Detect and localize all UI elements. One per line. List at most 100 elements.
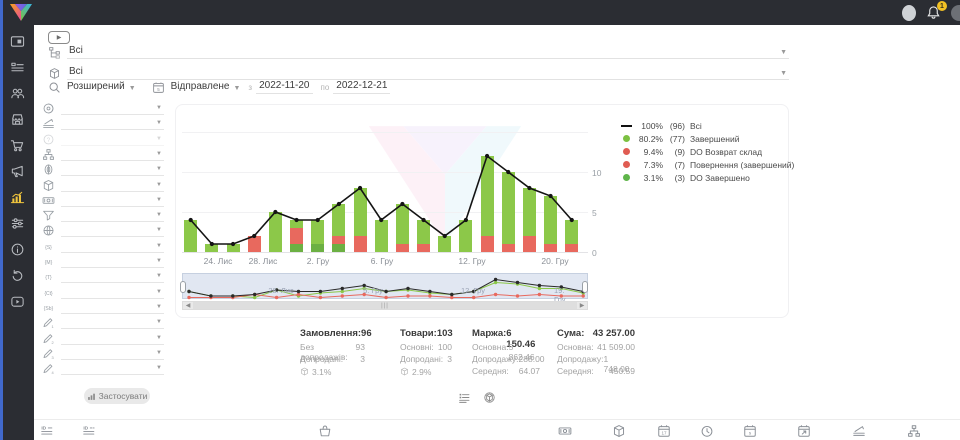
filter-row-question: ? ▼ xyxy=(42,132,164,147)
legend-count: (3) xyxy=(674,172,685,183)
stat-sub-label: Основна: xyxy=(557,342,594,352)
filter-dropdown[interactable]: ▼ xyxy=(61,163,164,177)
navigator-tick: 5. Гру xyxy=(363,286,383,295)
filter-dropdown[interactable]: ▼ xyxy=(61,224,164,238)
filter-row-M: {M} ▼ xyxy=(42,254,164,269)
sidebar-item-sliders[interactable] xyxy=(0,213,34,239)
sidebar-item-store[interactable] xyxy=(0,109,34,135)
calendar-icon: 5 xyxy=(152,81,165,94)
filter-dropdown[interactable]: ▼ xyxy=(61,286,164,299)
navigator-handle-right[interactable] xyxy=(582,281,588,293)
filter-dropdown[interactable]: ▼ xyxy=(61,301,164,314)
sidebar-item-dashboard[interactable] xyxy=(0,31,34,57)
sidebar-item-info[interactable] xyxy=(0,239,34,265)
sidebar-item-megaphone[interactable] xyxy=(0,161,34,187)
tag-icon: {M} xyxy=(42,255,55,268)
toolbar-calendar-day-button[interactable]: s xyxy=(743,424,757,438)
filter-dropdown[interactable]: ▼ xyxy=(61,270,164,284)
legend-label: Завершений xyxy=(690,133,740,144)
scroll-left-arrow[interactable]: ◀ xyxy=(185,303,191,309)
app-logo-icon[interactable] xyxy=(8,2,34,23)
pencil-icon: 4 xyxy=(42,362,55,375)
legend-percent: 9.4% xyxy=(643,146,663,157)
search-mode-dropdown[interactable]: Розширений ▼ xyxy=(67,81,136,94)
toolbar-hierarchy-button[interactable] xyxy=(907,424,921,438)
toolbar-banknote-button[interactable] xyxy=(558,424,572,438)
filter-dropdown[interactable]: ▼ xyxy=(61,240,164,253)
sidebar-item-analytics[interactable] xyxy=(0,187,34,213)
view-toggle-list-report[interactable] xyxy=(458,391,471,404)
filter-dropdown[interactable]: ▼ xyxy=(61,332,164,345)
toolbar-package-button[interactable] xyxy=(612,424,626,438)
chevron-down-icon: ▼ xyxy=(156,349,162,356)
toolbar-calendar-17-button[interactable]: 17 xyxy=(657,424,671,438)
date-type-dropdown[interactable]: Відправлене ▼ xyxy=(171,81,241,94)
filter-dropdown[interactable]: ▼ xyxy=(61,179,164,192)
date-from-input[interactable]: 2022-11-20 xyxy=(256,80,313,94)
toolbar-clock-button[interactable] xyxy=(700,424,714,438)
search-icon[interactable] xyxy=(48,81,61,94)
filter-dropdown[interactable]: ▼ xyxy=(61,209,164,223)
help-video-button[interactable]: ▶ xyxy=(48,31,70,44)
toolbar-basket-button[interactable] xyxy=(318,424,332,438)
user-avatar[interactable] xyxy=(902,4,916,21)
chart-horizontal-scrollbar[interactable]: ◀ ||| ▶ xyxy=(182,301,588,310)
notifications-bell-icon[interactable]: 1 xyxy=(926,1,947,20)
stat-sub-row: Середня: 64.07 xyxy=(472,366,540,378)
scrollbar-thumb[interactable]: ||| xyxy=(193,302,577,309)
stacked-bar xyxy=(565,220,579,252)
stat-upsell-percent: 3.1% xyxy=(300,366,365,378)
sidebar-item-returns[interactable] xyxy=(0,265,34,291)
filter-dropdown[interactable]: ▼ xyxy=(61,148,164,161)
chevron-down-icon: ▼ xyxy=(156,227,162,234)
status-filter-dropdown[interactable]: Всі ▼ xyxy=(67,45,789,59)
chevron-down-icon: ▼ xyxy=(128,85,136,92)
filter-dropdown[interactable]: ▼ xyxy=(61,117,164,131)
legend-item[interactable]: 80.2% (77) Завершений xyxy=(620,132,794,145)
toolbar-level-button[interactable] xyxy=(852,424,866,438)
profile-menu-button[interactable] xyxy=(951,4,960,21)
legend-label: DO Возврат склад xyxy=(690,146,763,157)
product-filter-value: Всі xyxy=(69,66,83,77)
chevron-down-icon: ▼ xyxy=(780,70,787,77)
legend-item[interactable]: 100% (96) Всі xyxy=(620,119,794,132)
legend-percent: 80.2% xyxy=(638,133,663,144)
stat-sub-value: 3 xyxy=(447,354,452,364)
filter-dropdown[interactable]: ▼ xyxy=(61,316,164,330)
legend-item[interactable]: 7.3% (7) Повернення (завершений) xyxy=(620,158,794,171)
legend-swatch xyxy=(620,174,632,181)
status-flow-icon xyxy=(48,46,61,59)
sidebar-item-cart[interactable] xyxy=(0,135,34,161)
filter-dropdown[interactable]: ▼ xyxy=(61,194,164,207)
chevron-down-icon: ▼ xyxy=(156,288,162,295)
toolbar-id-columns-button[interactable]: ID xyxy=(82,424,96,438)
view-toggles xyxy=(458,391,496,404)
date-type-value: Відправлене xyxy=(170,81,230,92)
filter-dropdown[interactable]: ▼ xyxy=(61,133,164,146)
toolbar-id-lines-button[interactable]: ID xyxy=(40,424,54,438)
pencil-icon: 2 xyxy=(42,332,55,345)
box-icon xyxy=(300,367,309,378)
sidebar-item-orders-list[interactable] xyxy=(0,57,34,83)
chevron-down-icon: ▼ xyxy=(233,85,241,92)
sidebar-item-video[interactable] xyxy=(0,291,34,317)
stat-sub-row: Допродажу: 1 748.00 xyxy=(557,354,635,374)
navigator-tick: 28. Лис xyxy=(268,286,294,295)
toolbar-calendar-export-button[interactable] xyxy=(797,424,811,438)
chart-range-navigator[interactable]: 28. Лис 5. Гру 12. Гру 19. Гру xyxy=(180,273,588,304)
sidebar-item-clients[interactable] xyxy=(0,83,34,109)
stat-title: Замовлення: xyxy=(300,328,362,339)
filter-dropdown[interactable]: ▼ xyxy=(61,102,164,115)
filter-dropdown[interactable]: ▼ xyxy=(61,362,164,376)
product-filter-dropdown[interactable]: Всі ▼ xyxy=(67,66,789,80)
gridline xyxy=(182,212,588,213)
navigator-handle-left[interactable] xyxy=(180,281,186,293)
scroll-right-arrow[interactable]: ▶ xyxy=(579,303,585,309)
legend-item[interactable]: 9.4% (9) DO Возврат склад xyxy=(620,145,794,158)
legend-item[interactable]: 3.1% (3) DO Завершено xyxy=(620,171,794,184)
apply-button[interactable]: Застосувати xyxy=(84,388,150,404)
filter-dropdown[interactable]: ▼ xyxy=(61,255,164,268)
filter-dropdown[interactable]: ▼ xyxy=(61,347,164,360)
view-toggle-package-circle[interactable] xyxy=(483,391,496,404)
date-to-input[interactable]: 2022-12-21 xyxy=(333,80,391,94)
